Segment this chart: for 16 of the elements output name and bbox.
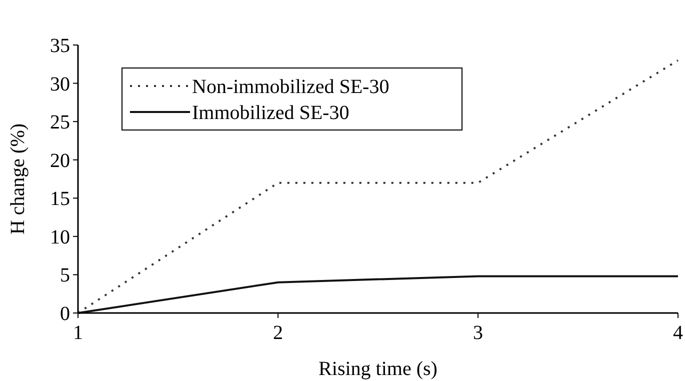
y-tick-label: 35 (50, 35, 70, 57)
x-tick-label: 1 (73, 322, 83, 344)
y-tick-label: 30 (50, 73, 70, 96)
legend-label: Immobilized SE-30 (192, 102, 350, 124)
legend-label: Non-immobilized SE-30 (192, 76, 390, 98)
x-tick-label: 4 (673, 322, 683, 344)
x-tick-label: 3 (473, 322, 483, 344)
x-axis-title: Rising time (s) (318, 358, 438, 380)
y-tick-label: 10 (50, 226, 70, 248)
y-tick-label: 25 (50, 112, 70, 134)
y-tick-label: 5 (60, 264, 70, 287)
y-axis-title: H change (%) (7, 123, 29, 235)
y-tick-label: 15 (50, 188, 70, 210)
y-tick-label: 20 (50, 150, 70, 172)
x-tick-label: 2 (273, 322, 283, 344)
y-tick-label: 0 (60, 303, 70, 325)
